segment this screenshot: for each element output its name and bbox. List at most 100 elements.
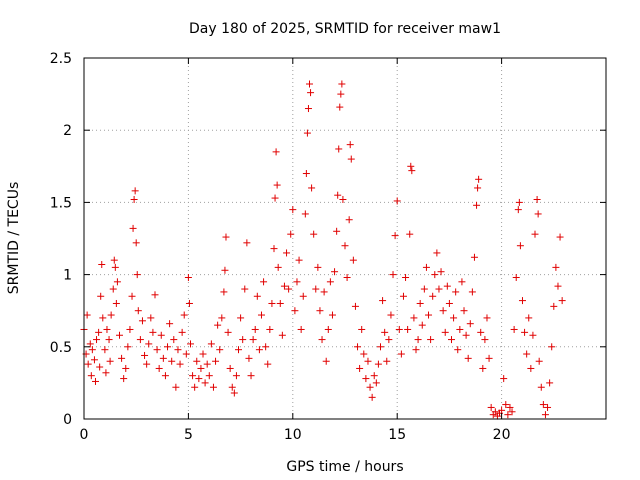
data-point: [103, 325, 111, 333]
data-point: [301, 210, 309, 218]
data-point: [133, 271, 141, 279]
data-point: [407, 162, 415, 170]
data-point: [364, 357, 372, 365]
y-tick-label: 2: [63, 123, 72, 139]
data-point: [239, 336, 247, 344]
data-point: [318, 336, 326, 344]
x-axis-title: GPS time / hours: [286, 459, 403, 475]
data-point: [512, 273, 520, 281]
data-point: [535, 357, 543, 365]
data-point: [391, 232, 399, 240]
data-point: [541, 411, 549, 419]
data-point: [106, 357, 114, 365]
data-point: [515, 198, 523, 206]
data-point: [483, 314, 491, 322]
data-point: [241, 285, 249, 293]
data-point: [122, 364, 130, 372]
data-point: [260, 278, 268, 286]
data-point: [93, 336, 101, 344]
data-point: [518, 297, 526, 305]
data-point: [429, 292, 437, 300]
data-point: [310, 230, 318, 238]
data-point: [212, 357, 220, 365]
data-point: [341, 242, 349, 250]
data-point: [314, 263, 322, 271]
data-point: [389, 271, 397, 279]
data-point: [333, 227, 341, 235]
data-point: [498, 406, 506, 414]
y-tick-label: 0.5: [50, 340, 72, 356]
data-point: [128, 292, 136, 300]
data-point: [491, 408, 499, 416]
data-point: [387, 311, 395, 319]
data-point: [276, 299, 284, 307]
data-point: [87, 372, 95, 380]
data-point: [90, 356, 98, 364]
data-point: [113, 278, 121, 286]
data-point: [468, 288, 476, 296]
chart-title: Day 180 of 2025, SRMTID for receiver maw…: [189, 21, 501, 37]
data-point: [525, 314, 533, 322]
data-point: [295, 256, 303, 264]
data-point: [337, 90, 345, 98]
data-point: [174, 346, 182, 354]
data-point: [544, 403, 552, 411]
data-point: [255, 346, 263, 354]
data-point: [514, 206, 522, 214]
data-point: [368, 393, 376, 401]
data-point: [143, 360, 151, 368]
plot-frame: [83, 57, 607, 420]
axis-ticks: 0 5 10 15 20 0 0.5 1 1.5 2 2.5: [50, 51, 606, 443]
data-point: [441, 328, 449, 336]
data-point: [445, 299, 453, 307]
data-point: [291, 307, 299, 315]
data-point: [393, 197, 401, 205]
data-point: [454, 346, 462, 354]
data-point: [120, 375, 128, 383]
data-point: [101, 346, 109, 354]
data-point: [374, 360, 382, 368]
data-point: [193, 357, 201, 365]
data-point: [280, 282, 288, 290]
data-point: [376, 343, 384, 351]
data-point: [99, 314, 107, 322]
data-point: [297, 325, 305, 333]
data-point: [539, 401, 547, 409]
data-point: [306, 80, 314, 88]
data-point: [338, 80, 346, 88]
data-point: [420, 285, 428, 293]
data-point: [508, 408, 516, 416]
data-point: [531, 230, 539, 238]
data-point: [475, 175, 483, 183]
data-point: [149, 328, 157, 336]
y-tick-label: 1.5: [50, 195, 72, 211]
data-point: [130, 196, 138, 204]
data-point: [304, 105, 312, 113]
data-point: [161, 372, 169, 380]
data-point: [155, 364, 163, 372]
data-point: [502, 401, 510, 409]
data-point: [176, 360, 184, 368]
data-point: [381, 328, 389, 336]
data-point: [170, 336, 178, 344]
data-point: [124, 343, 132, 351]
data-point: [268, 299, 276, 307]
data-point: [107, 311, 115, 319]
data-point: [214, 321, 222, 329]
data-point: [379, 297, 387, 305]
data-point: [427, 336, 435, 344]
data-point: [308, 184, 316, 192]
data-point: [132, 239, 140, 247]
data-point: [450, 314, 458, 322]
data-point: [552, 263, 560, 271]
data-point: [247, 372, 255, 380]
data-point: [186, 340, 194, 348]
data-point: [334, 191, 342, 199]
data-point: [336, 103, 344, 111]
data-point: [185, 299, 193, 307]
data-point: [151, 291, 159, 299]
data-point: [110, 256, 118, 264]
data-point: [273, 181, 281, 189]
data-point: [134, 307, 142, 315]
data-point: [272, 148, 280, 156]
